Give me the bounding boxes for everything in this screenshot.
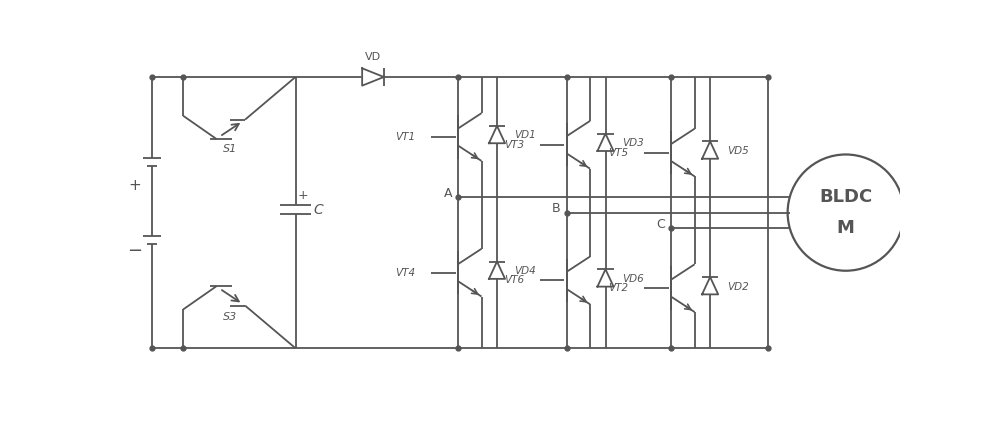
Text: VD: VD	[365, 52, 381, 62]
Text: M: M	[837, 219, 855, 237]
Text: VT3: VT3	[504, 140, 524, 150]
Text: −: −	[128, 242, 143, 260]
Text: VD2: VD2	[727, 282, 749, 292]
Text: VD4: VD4	[514, 266, 536, 276]
Text: VT4: VT4	[396, 268, 416, 278]
Polygon shape	[702, 277, 718, 294]
Text: S1: S1	[222, 144, 237, 154]
Text: A: A	[444, 187, 452, 200]
Text: VD5: VD5	[727, 146, 749, 156]
Text: VD6: VD6	[623, 274, 644, 284]
Polygon shape	[489, 261, 505, 279]
Polygon shape	[489, 126, 505, 143]
Text: VD3: VD3	[623, 138, 644, 148]
Polygon shape	[702, 141, 718, 159]
Polygon shape	[597, 269, 614, 287]
Text: C: C	[656, 218, 665, 231]
Text: +: +	[298, 189, 309, 202]
Text: VT5: VT5	[609, 147, 629, 157]
Text: BLDC: BLDC	[819, 188, 872, 206]
Polygon shape	[597, 133, 614, 151]
Text: VD1: VD1	[514, 131, 536, 141]
Text: B: B	[552, 202, 561, 215]
Text: VT6: VT6	[504, 275, 524, 285]
Text: VT2: VT2	[609, 283, 629, 293]
Text: +: +	[129, 178, 141, 193]
Text: VT1: VT1	[396, 132, 416, 142]
Text: S3: S3	[222, 312, 237, 322]
Polygon shape	[362, 68, 384, 85]
Text: C: C	[314, 203, 324, 216]
